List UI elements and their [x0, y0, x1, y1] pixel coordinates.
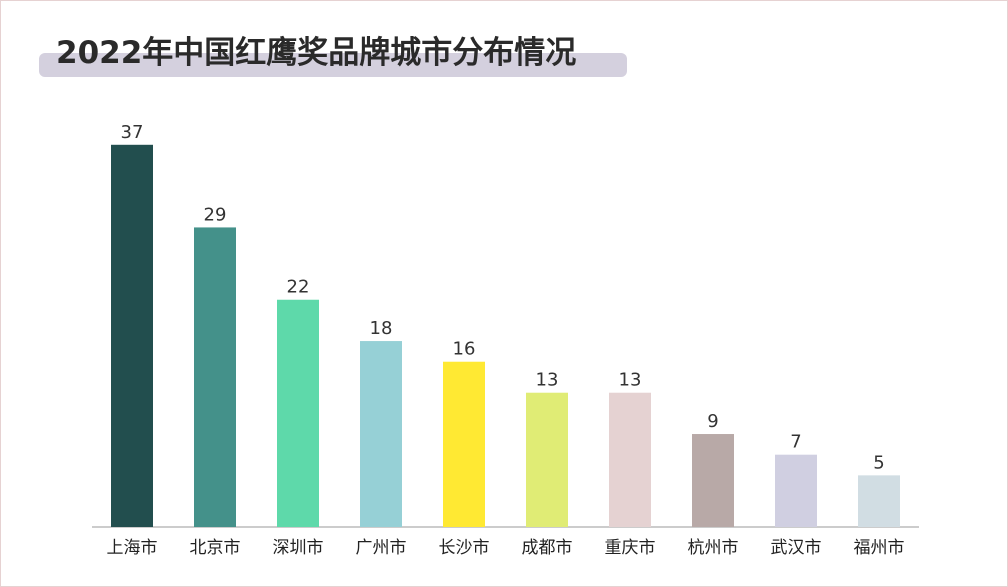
bar-9: [775, 454, 817, 527]
title-highlight: [39, 53, 627, 77]
bar-8: [692, 434, 734, 527]
data-label-3: 22: [287, 277, 310, 298]
category-label-5: 长沙市: [439, 538, 490, 558]
bar-5: [443, 361, 485, 527]
category-label-9: 武汉市: [771, 538, 822, 558]
data-label-8: 9: [707, 411, 718, 432]
category-label-6: 成都市: [522, 538, 573, 558]
data-label-6: 13: [536, 370, 559, 391]
category-label-10: 福州市: [854, 538, 905, 558]
data-label-7: 13: [619, 370, 642, 391]
category-label-2: 北京市: [190, 538, 241, 558]
data-label-10: 5: [873, 452, 884, 473]
data-label-4: 18: [370, 318, 393, 339]
chart-title: 2022年中国红鹰奖品牌城市分布情况: [56, 35, 577, 71]
category-label-7: 重庆市: [605, 538, 656, 558]
bar-1: [111, 144, 153, 528]
bar-7: [609, 392, 651, 527]
bar-3: [277, 299, 319, 527]
data-label-5: 16: [453, 339, 476, 360]
category-label-1: 上海市: [107, 538, 158, 558]
category-label-3: 深圳市: [273, 538, 324, 558]
data-label-2: 29: [204, 204, 227, 225]
category-label-4: 广州市: [356, 538, 407, 558]
bar-2: [194, 227, 236, 527]
bar-10: [858, 475, 900, 527]
data-label-1: 37: [121, 122, 144, 143]
bar-4: [360, 341, 402, 527]
bar-6: [526, 392, 568, 527]
category-label-8: 杭州市: [688, 538, 739, 558]
data-label-9: 7: [790, 432, 801, 453]
